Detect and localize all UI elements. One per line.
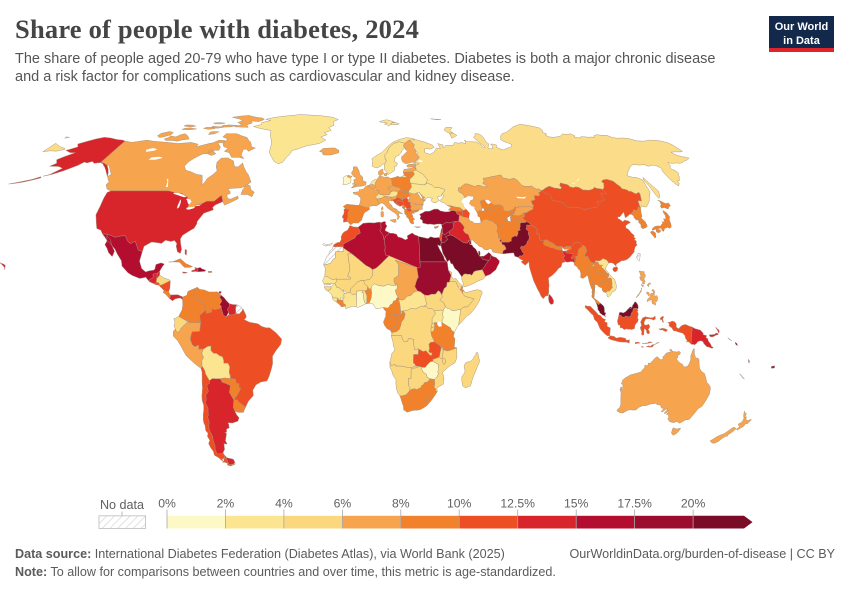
svg-text:4%: 4% — [275, 497, 293, 511]
svg-text:20%: 20% — [681, 497, 706, 511]
svg-text:12.5%: 12.5% — [500, 497, 535, 511]
svg-text:15%: 15% — [564, 497, 589, 511]
svg-text:6%: 6% — [334, 497, 352, 511]
svg-text:8%: 8% — [392, 497, 410, 511]
svg-text:10%: 10% — [447, 497, 472, 511]
svg-text:No data: No data — [100, 498, 144, 512]
svg-text:17.5%: 17.5% — [617, 497, 652, 511]
svg-text:2%: 2% — [217, 497, 235, 511]
svg-text:0%: 0% — [158, 497, 176, 511]
